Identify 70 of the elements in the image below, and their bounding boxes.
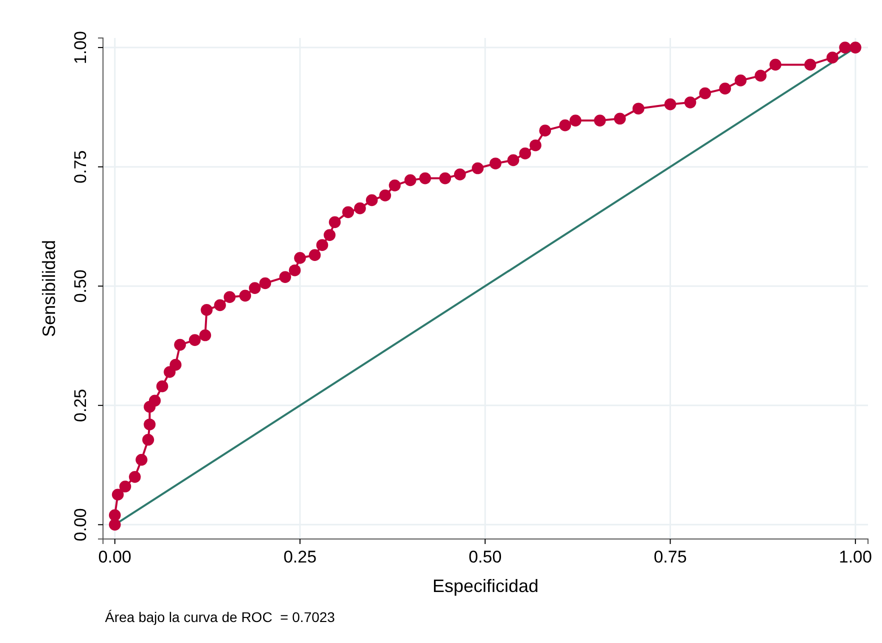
point [174, 338, 186, 351]
point [594, 114, 606, 126]
point [148, 394, 161, 407]
point [490, 158, 502, 170]
point [559, 119, 572, 132]
y-tick-label: 0.50 [70, 270, 90, 303]
point [632, 102, 644, 115]
point [839, 42, 851, 54]
x-tick-label: 1.00 [838, 547, 872, 566]
point [664, 98, 676, 110]
point [366, 194, 378, 206]
point [530, 139, 542, 152]
point [419, 172, 432, 184]
point [439, 172, 452, 184]
x-axis-title: Especificidad [432, 576, 539, 596]
point [404, 174, 416, 186]
point [170, 358, 182, 371]
point [259, 277, 272, 290]
point [754, 70, 767, 82]
point [472, 162, 484, 174]
point [570, 114, 582, 126]
text: Área bajo la curva de ROC = 0.7023 [105, 609, 336, 625]
point [354, 202, 366, 214]
point [342, 206, 354, 218]
point [849, 42, 862, 54]
point [239, 290, 252, 302]
point [719, 82, 731, 94]
point [224, 291, 236, 303]
point [108, 509, 121, 522]
point [199, 329, 212, 342]
point [214, 299, 226, 312]
point [136, 454, 148, 466]
point [316, 239, 328, 251]
point [188, 334, 201, 346]
y-tick-label: 1.00 [70, 30, 90, 64]
point [288, 264, 301, 276]
point [539, 124, 552, 136]
point [826, 52, 838, 64]
point [248, 282, 261, 294]
point [328, 216, 341, 228]
point [734, 74, 747, 86]
point [804, 58, 816, 71]
point [128, 471, 141, 483]
point [454, 168, 466, 180]
point [144, 418, 156, 430]
point [388, 180, 401, 192]
x-tick-label: 0.75 [654, 547, 687, 566]
point [156, 380, 168, 392]
x-tick-label: 0.00 [98, 547, 132, 566]
point [379, 190, 392, 202]
point [119, 480, 132, 492]
point [699, 87, 711, 100]
point [507, 154, 520, 166]
y-tick-label: 0.75 [70, 150, 90, 184]
y-tick-label: 0.25 [70, 388, 90, 422]
point [279, 271, 292, 283]
x-tick-label: 0.50 [468, 547, 502, 566]
x-tick-label: 0.25 [283, 547, 317, 566]
point [684, 96, 696, 108]
point [200, 304, 213, 316]
point [770, 58, 782, 71]
point [112, 488, 124, 501]
point [519, 148, 532, 160]
point [294, 252, 306, 264]
point [324, 229, 336, 241]
y-axis-title: Sensibilidad [39, 240, 59, 338]
point [142, 434, 154, 446]
y-tick-label: 0.00 [70, 508, 90, 542]
point [614, 112, 626, 125]
point [308, 249, 321, 262]
